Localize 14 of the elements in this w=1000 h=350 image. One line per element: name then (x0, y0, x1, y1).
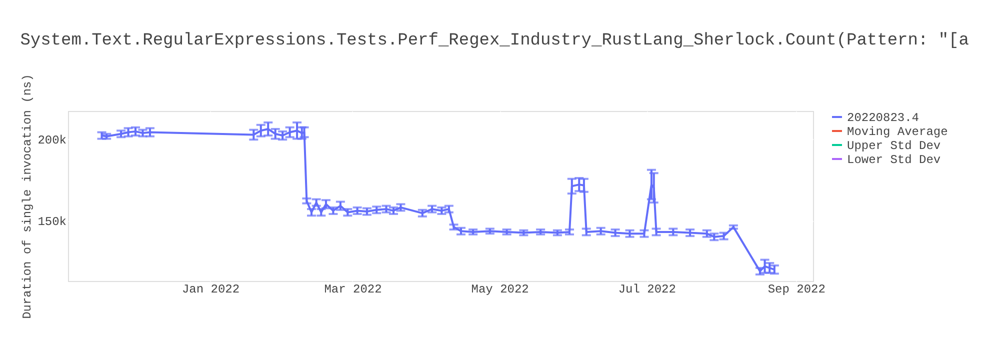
chart-title: System.Text.RegularExpressions.Tests.Perf_Regex_Industry_RustLang_Sherlock.Count(Pattern: "[a (20, 32, 969, 51)
line-series (100, 128, 776, 272)
y-axis-title: Duration of single invocation (ns) (20, 74, 35, 319)
x-tick-label: Jul 2022 (618, 282, 676, 296)
legend-label: Upper Std Dev (847, 139, 941, 153)
legend-label: 20220823.4 (847, 111, 920, 125)
x-tick-label: Jan 2022 (182, 282, 240, 296)
x-tick-label: May 2022 (471, 282, 529, 296)
x-tick-label: Sep 2022 (768, 282, 826, 296)
y-tick-label: 150k (38, 215, 66, 230)
x-tick-label: Mar 2022 (324, 282, 382, 296)
legend-label: Lower Std Dev (847, 153, 941, 167)
legend-label: Moving Average (847, 125, 948, 139)
y-tick-label: 200k (38, 133, 66, 148)
